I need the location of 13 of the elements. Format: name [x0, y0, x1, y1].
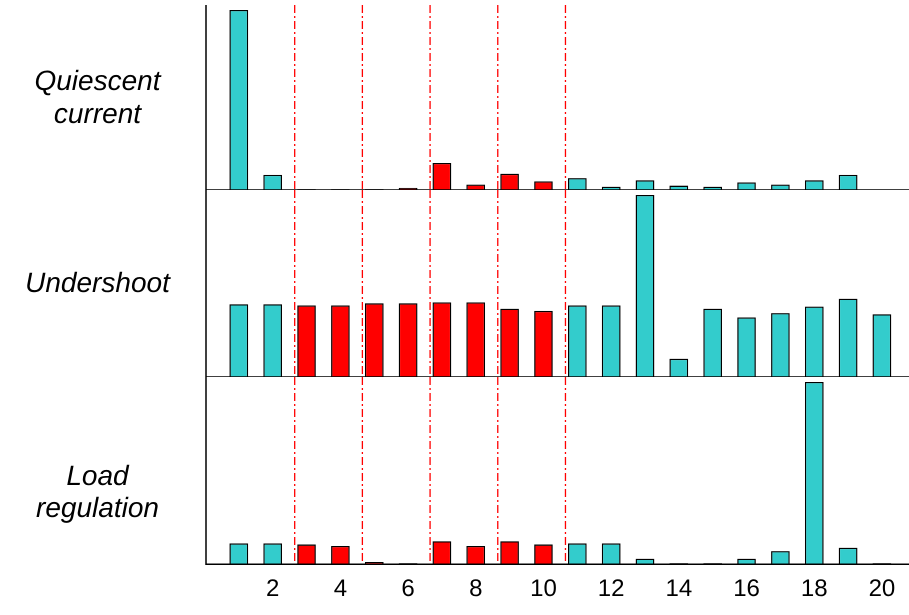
- x-tick-label: 12: [598, 575, 625, 602]
- x-tick-label: 6: [401, 575, 415, 602]
- y-axis-title: Quiescent current: [33, 65, 162, 130]
- x-tick-label: 4: [334, 575, 348, 602]
- x-tick-label: 14: [665, 575, 692, 602]
- x-tick-label: 10: [530, 575, 557, 602]
- y-axis-title: Load regulation: [35, 460, 160, 524]
- x-tick-label: 18: [800, 575, 828, 602]
- x-tick-label: 8: [469, 575, 482, 602]
- x-tick-label: 2: [266, 575, 280, 602]
- x-tick-label: 16: [733, 575, 760, 602]
- x-tick-label: 20: [868, 575, 896, 602]
- y-axis-title: Undershoot: [25, 267, 170, 300]
